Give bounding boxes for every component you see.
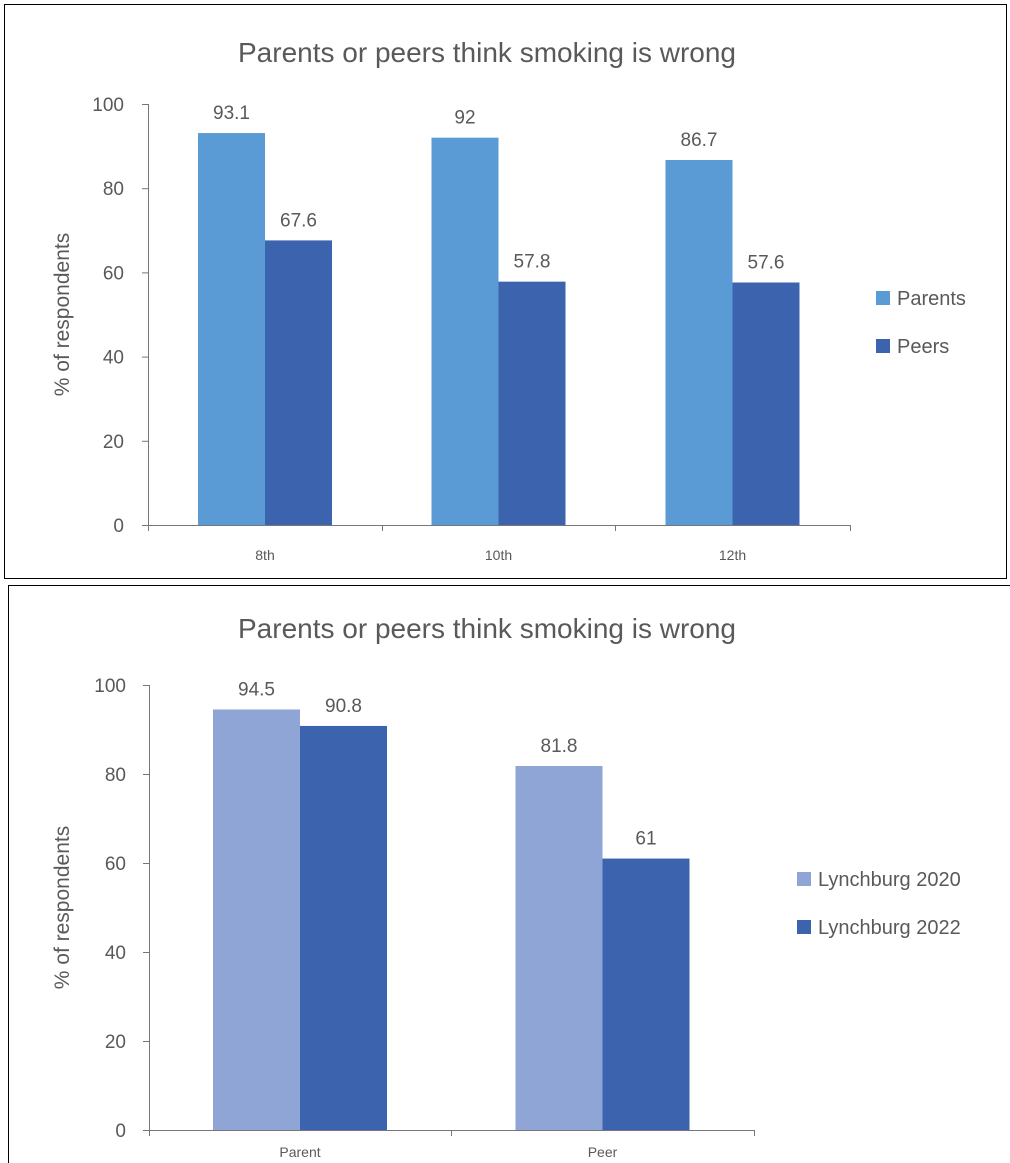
chart-title: Parents or peers think smoking is wrong [238, 37, 736, 68]
y-tick-label: 60 [103, 263, 124, 284]
bar-peers [265, 240, 332, 526]
legend-label: Parents [897, 288, 966, 310]
bar-lynchburg-2020 [213, 709, 300, 1130]
bar-parents [665, 159, 733, 526]
bar-parents [198, 133, 265, 525]
x-category-label: Parent [279, 1144, 320, 1160]
chart-panel-1: Parents or peers think smoking is wrong 0… [0, 0, 1010, 580]
x-category-label: 12th [719, 547, 746, 563]
chart-border [8, 585, 1010, 1163]
y-tick-label: 0 [113, 516, 124, 537]
data-label: 61 [635, 829, 656, 850]
chart-title: Parents or peers think smoking is wrong [238, 613, 736, 644]
bar-lynchburg-2022 [602, 858, 690, 1130]
legend-swatch [797, 920, 811, 934]
legend-label: Lynchburg 2020 [818, 869, 961, 891]
y-tick-label: 0 [115, 1121, 126, 1142]
y-tick-label: 60 [105, 854, 126, 875]
y-tick-label: 80 [103, 179, 124, 200]
chart-2-svg: Parents or peers think smoking is wrong 0… [8, 585, 1010, 1163]
y-axis-title: % of respondents [51, 826, 74, 989]
legend-label: Lynchburg 2022 [818, 917, 961, 939]
bar-parents [431, 137, 499, 525]
data-label: 93.1 [213, 103, 250, 124]
x-category-label: 8th [255, 547, 274, 563]
y-tick-label: 20 [103, 432, 124, 453]
y-tick-label: 40 [105, 943, 126, 964]
y-tick-label: 80 [105, 765, 126, 786]
chart-panel-2: Parents or peers think smoking is wrong 0… [0, 580, 1010, 1163]
data-label: 86.7 [681, 130, 718, 151]
bar-lynchburg-2022 [300, 725, 387, 1130]
legend-swatch [876, 339, 890, 353]
legend-swatch [876, 291, 890, 305]
y-tick-label: 20 [105, 1032, 126, 1053]
data-label: 92 [454, 108, 475, 129]
chart-border [4, 4, 1007, 579]
y-axis-title: % of respondents [51, 233, 74, 396]
data-label: 67.6 [280, 210, 317, 231]
data-label: 81.8 [541, 736, 578, 757]
y-tick-label: 100 [92, 95, 124, 116]
data-label: 57.6 [748, 253, 785, 274]
y-tick-label: 40 [103, 348, 124, 369]
bar-peers [498, 281, 566, 525]
bar-peers [732, 282, 800, 525]
legend-label: Peers [897, 336, 949, 358]
data-label: 90.8 [325, 696, 362, 717]
x-category-label: Peer [588, 1144, 618, 1160]
data-label: 94.5 [238, 679, 275, 700]
bar-lynchburg-2020 [515, 765, 603, 1130]
y-tick-label: 100 [94, 676, 126, 697]
legend-swatch [797, 872, 811, 886]
data-label: 57.8 [514, 252, 551, 273]
x-category-label: 10th [485, 547, 512, 563]
chart-1-svg: Parents or peers think smoking is wrong 0… [4, 4, 1007, 579]
